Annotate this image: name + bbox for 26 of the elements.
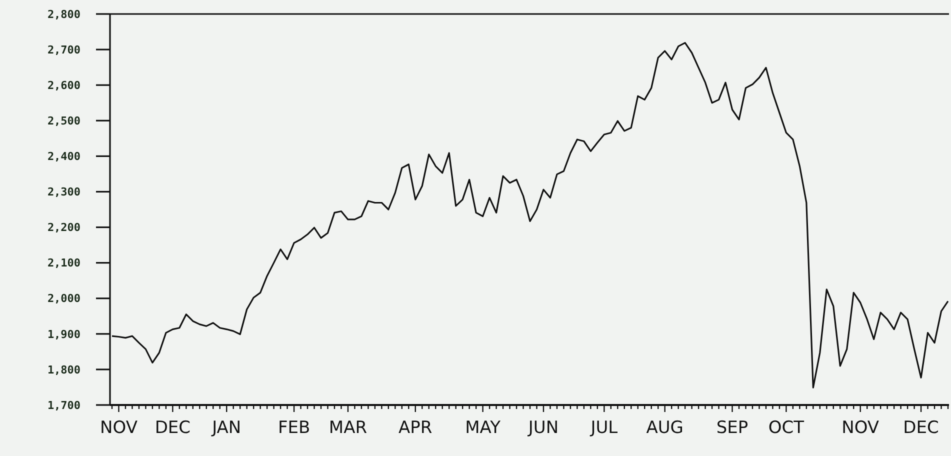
y-tick-label: 2,600 [47,78,81,92]
x-tick-label: MAR [328,418,368,438]
y-tick-label: 1,800 [47,363,81,376]
y-tick-label: 1,700 [47,398,81,412]
y-tick-label: 2,200 [47,221,81,234]
x-tick-label: OCT [768,418,805,438]
y-tick-label: 2,800 [47,8,81,21]
x-tick-label: MAY [465,418,502,438]
x-tick-label: SEP [716,418,748,438]
y-tick-label: 2,500 [47,114,81,128]
y-tick-label: 1,900 [47,328,81,341]
x-tick-label: NOV [842,418,880,438]
x-tick-label: NOV [100,418,138,438]
y-tick-label: 2,100 [47,256,81,270]
x-tick-label: AUG [646,418,684,438]
y-tick-label: 2,700 [47,43,81,56]
y-tick-label: 2,400 [47,150,81,164]
x-tick-label: DEC [154,418,191,438]
y-tick-label: 2,000 [47,292,81,306]
x-tick-label: JUL [590,418,618,438]
x-tick-label: DEC [903,418,939,438]
x-tick-label: FEB [278,418,310,438]
x-tick-label: APR [398,418,432,438]
x-tick-label: JAN [211,418,242,438]
y-tick-label: 2,300 [47,186,81,199]
x-tick-label: JUN [527,418,559,438]
